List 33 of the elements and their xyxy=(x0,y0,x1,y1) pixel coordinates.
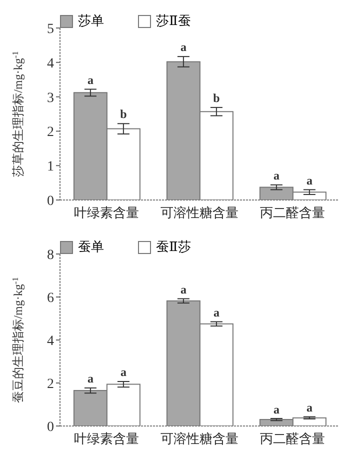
data-label: a xyxy=(273,168,280,183)
y-tick-label: 1 xyxy=(47,160,54,175)
y-tick-label: 2 xyxy=(47,125,54,140)
x-tick-label: 叶绿素含量 xyxy=(74,431,139,446)
data-label: a xyxy=(87,72,94,87)
x-tick-label: 可溶性糖含量 xyxy=(160,205,238,220)
x-tick-label: 丙二醛含量 xyxy=(260,431,325,446)
data-label: b xyxy=(120,107,128,122)
data-label: a xyxy=(180,40,186,54)
data-label: a xyxy=(120,365,126,380)
y-tick-label: 4 xyxy=(47,56,54,72)
y-tick-label: 3 xyxy=(47,90,54,106)
data-label: a xyxy=(273,402,280,416)
data-label: a xyxy=(87,372,94,386)
legend-label: 莎单 xyxy=(78,12,104,30)
y-tick-label: 2 xyxy=(47,376,54,392)
data-label: a xyxy=(306,173,312,188)
y-tick-label: 5 xyxy=(47,22,54,37)
x-tick-label: 叶绿素含量 xyxy=(74,205,139,220)
y-tick-label: 8 xyxy=(47,248,54,263)
legend-label: 蚕Ⅱ莎 xyxy=(156,238,191,256)
legend-label: 莎Ⅱ蚕 xyxy=(156,12,191,30)
data-label: a xyxy=(180,282,186,296)
x-tick-label: 可溶性糖含量 xyxy=(160,431,238,446)
y-tick-label: 6 xyxy=(47,290,54,306)
data-label: a xyxy=(213,306,220,320)
data-label: b xyxy=(213,91,220,106)
x-tick-label: 丙二醛含量 xyxy=(260,205,325,220)
data-label: a xyxy=(306,400,312,415)
y-tick-label: 0 xyxy=(47,420,54,435)
legend-label: 蚕单 xyxy=(78,238,104,256)
y-tick-label: 4 xyxy=(47,334,54,349)
y-tick-label: 0 xyxy=(47,194,54,209)
